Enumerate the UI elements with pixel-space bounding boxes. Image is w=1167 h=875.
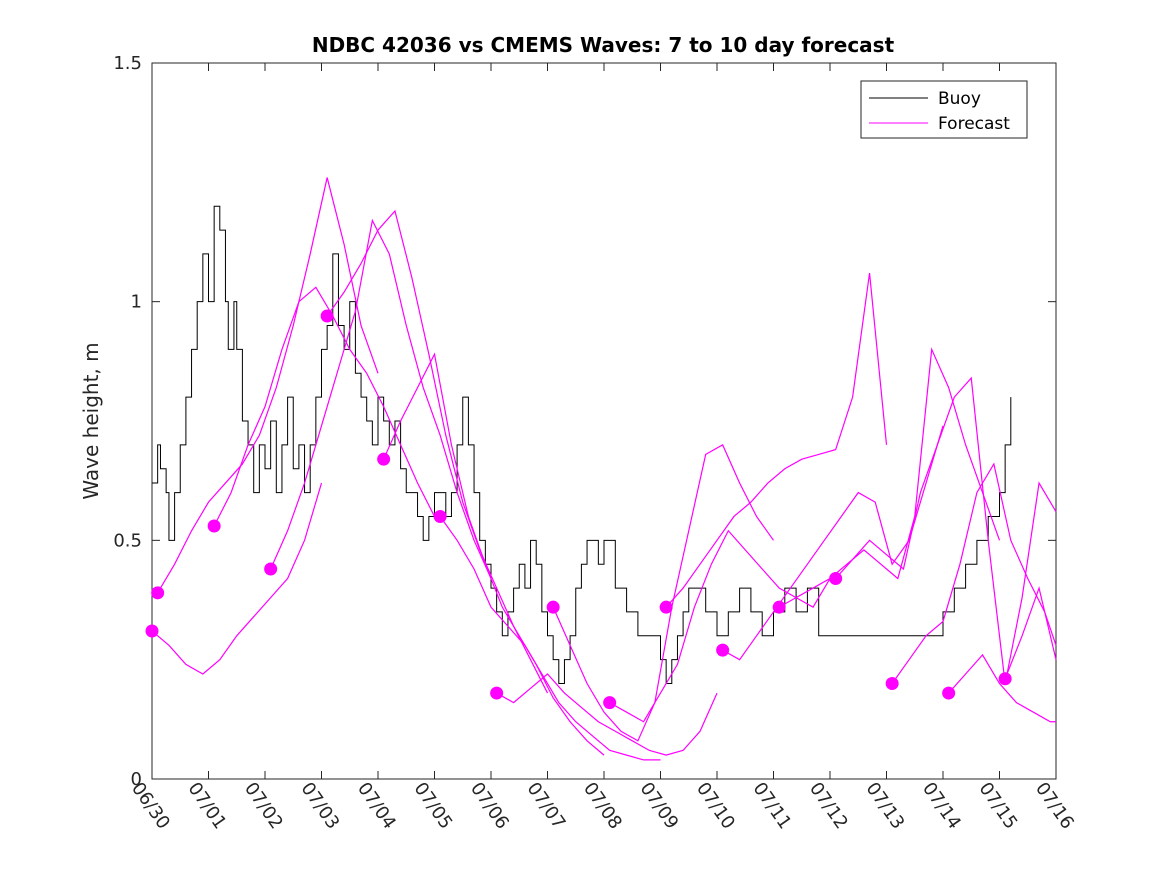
forecast-start-point [772, 600, 786, 614]
x-tick-label: 07/16 [1031, 779, 1078, 834]
y-tick-label: 1.5 [113, 53, 142, 74]
x-tick-label: 07/07 [523, 779, 570, 834]
forecast-start-point [433, 509, 447, 523]
forecast-line [609, 529, 831, 723]
forecast-start-point [716, 643, 730, 657]
forecast-line [722, 425, 944, 661]
forecast-start-point [207, 519, 221, 533]
forecast-line [891, 462, 1057, 684]
plot-area [151, 62, 1057, 780]
x-tick-label: 07/13 [862, 779, 909, 834]
x-tick-label: 07/11 [749, 779, 796, 834]
forecast-line [496, 673, 718, 756]
forecast-start-point [829, 572, 843, 586]
forecast-start-point [885, 677, 899, 691]
legend-label-forecast: Forecast [938, 114, 1010, 134]
forecast-line [948, 653, 1056, 723]
forecast-start-point [603, 696, 617, 710]
y-tick-label: 0 [131, 769, 142, 790]
forecast-start-point [942, 686, 956, 700]
forecast-start-point [377, 452, 391, 466]
forecast-line [778, 347, 1001, 608]
forecast-line [665, 272, 888, 608]
legend-label-buoy: Buoy [938, 89, 981, 109]
forecast-start-point [145, 624, 159, 638]
x-tick-label: 07/02 [240, 779, 287, 834]
x-tick-label: 07/03 [297, 779, 344, 834]
forecast-start-point [320, 309, 334, 323]
forecast-start-point [998, 672, 1012, 686]
forecast-line [835, 376, 1057, 684]
forecast-start-point [659, 600, 673, 614]
forecast-start-point [546, 600, 560, 614]
legend: Buoy Forecast [860, 80, 1028, 139]
x-tick-label: 07/05 [410, 779, 457, 834]
x-tick-label: 07/10 [692, 779, 739, 834]
forecast-line [157, 177, 379, 594]
y-axis: 0 0.5 1 1.5 [113, 53, 1056, 790]
forecast-line [383, 352, 605, 756]
forecast-start-point [490, 686, 504, 700]
x-tick-label: 07/08 [579, 779, 626, 834]
chart-title: NDBC 42036 vs CMEMS Waves: 7 to 10 day f… [312, 33, 895, 57]
x-tick-label: 07/12 [805, 779, 852, 834]
forecast-line [439, 516, 661, 761]
x-tick-label: 07/04 [353, 779, 400, 834]
x-tick-label: 07/06 [466, 779, 513, 834]
y-tick-label: 1 [131, 292, 142, 313]
x-tick-label: 07/15 [975, 779, 1022, 834]
forecast-line [1004, 585, 1057, 679]
y-tick-label: 0.5 [113, 530, 142, 551]
forecast-start-point [151, 586, 165, 600]
forecast-start-point [264, 562, 278, 576]
forecast-line [151, 482, 323, 675]
forecast-line [326, 209, 549, 694]
buoy-line [152, 205, 1012, 685]
y-axis-label: Wave height, m [79, 342, 103, 499]
x-tick-label: 07/01 [184, 779, 231, 834]
forecast-line [552, 444, 774, 742]
forecast-series [145, 177, 1057, 761]
legend-box [860, 80, 1028, 139]
forecast-line [270, 218, 492, 579]
x-tick-label: 07/09 [636, 779, 683, 834]
buoy-series [152, 205, 1012, 685]
forecast-line [213, 286, 436, 527]
x-tick-label: 07/14 [918, 779, 965, 834]
